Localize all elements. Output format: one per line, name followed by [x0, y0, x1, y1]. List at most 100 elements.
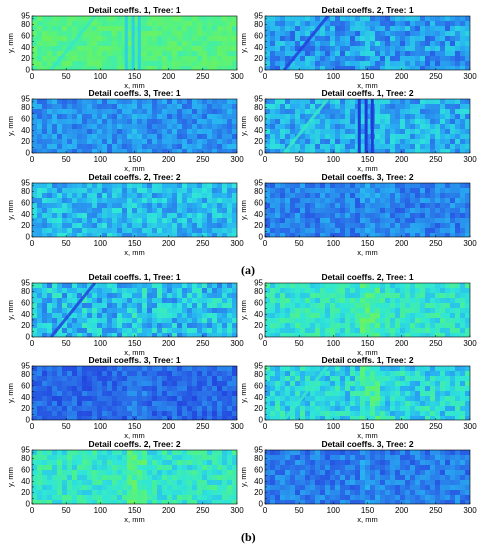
heatmap-cell — [435, 198, 440, 203]
heatmap-cell — [415, 313, 420, 318]
heatmap-cell — [112, 193, 117, 198]
heatmap-cell — [375, 46, 380, 51]
heatmap-cell — [227, 455, 232, 460]
heatmap-cell — [340, 303, 345, 308]
heatmap-cell — [365, 56, 370, 61]
heatmap-cell — [97, 144, 102, 149]
heatmap-cell — [405, 371, 410, 376]
heatmap-cell — [202, 303, 207, 308]
heatmap-cell — [440, 119, 445, 124]
heatmap-cell — [132, 218, 137, 223]
heatmap-cell — [295, 391, 300, 396]
heatmap-cell — [32, 36, 37, 41]
heatmap-cell — [227, 213, 232, 218]
heatmap-cell — [345, 328, 350, 333]
heatmap-cell — [112, 371, 117, 376]
heatmap-cell — [280, 119, 285, 124]
heatmap-cell — [197, 109, 202, 114]
heatmap-cell — [425, 139, 430, 144]
heatmap-cell — [132, 411, 137, 416]
heatmap-cell — [157, 188, 162, 193]
heatmap-cell — [345, 21, 350, 26]
heatmap-cell — [375, 124, 380, 129]
heatmap-cell — [275, 208, 280, 213]
heatmap-cell — [460, 104, 465, 109]
heatmap-cell — [425, 198, 430, 203]
heatmap-cell — [370, 26, 375, 31]
heatmap-cell — [52, 401, 57, 406]
heatmap-cell — [270, 198, 275, 203]
heatmap-cell — [335, 144, 340, 149]
heatmap-cell — [172, 16, 177, 21]
heatmap-cell — [425, 31, 430, 36]
heatmap-cell — [72, 401, 77, 406]
y-tick-label: 20 — [21, 404, 30, 413]
heatmap-cell — [112, 406, 117, 411]
heatmap-cell — [167, 36, 172, 41]
heatmap-cell — [157, 16, 162, 21]
heatmap-cell — [335, 371, 340, 376]
heatmap-cell — [192, 36, 197, 41]
heatmap-cell — [435, 21, 440, 26]
heatmap-cell — [465, 129, 470, 134]
heatmap-cell — [425, 134, 430, 139]
heatmap-cell — [162, 31, 167, 36]
heatmap-cell — [197, 183, 202, 188]
heatmap-cell — [57, 228, 62, 233]
heatmap-cell — [385, 391, 390, 396]
heatmap-cell — [410, 303, 415, 308]
heatmap-cell — [365, 293, 370, 298]
heatmap-cell — [92, 61, 97, 66]
heatmap-cell — [450, 104, 455, 109]
heatmap-cell — [132, 401, 137, 406]
heatmap-image — [265, 183, 470, 238]
heatmap-cell — [142, 46, 147, 51]
heatmap-cell — [92, 56, 97, 61]
heatmap-cell — [450, 386, 455, 391]
heatmap-cell — [290, 124, 295, 129]
heatmap-cell — [227, 36, 232, 41]
heatmap-cell — [410, 328, 415, 333]
heatmap-cell — [42, 139, 47, 144]
heatmap-cell — [340, 124, 345, 129]
heatmap-cell — [162, 308, 167, 313]
heatmap-cell — [167, 46, 172, 51]
heatmap-cell — [310, 198, 315, 203]
heatmap-cell — [222, 41, 227, 46]
heatmap-cell — [222, 381, 227, 386]
heatmap-cell — [460, 283, 465, 288]
heatmap-cell — [202, 318, 207, 323]
heatmap-cell — [365, 308, 370, 313]
heatmap-cell — [117, 56, 122, 61]
heatmap-cell — [217, 56, 222, 61]
heatmap-cell — [315, 213, 320, 218]
heatmap-cell — [465, 61, 470, 66]
heatmap-cell — [280, 381, 285, 386]
heatmap-cell — [290, 323, 295, 328]
heatmap-cell — [375, 298, 380, 303]
heatmap-cell — [305, 396, 310, 401]
heatmap-cell — [370, 31, 375, 36]
heatmap-cell — [320, 396, 325, 401]
heatmap-cell — [127, 391, 132, 396]
heatmap-cell — [450, 26, 455, 31]
heatmap-cell — [147, 411, 152, 416]
heatmap-cell — [77, 41, 82, 46]
heatmap-cell — [310, 323, 315, 328]
heatmap-cell — [385, 31, 390, 36]
heatmap-cell — [117, 308, 122, 313]
heatmap-cell — [435, 223, 440, 228]
heatmap-cell — [42, 391, 47, 396]
heatmap-cell — [450, 213, 455, 218]
heatmap-cell — [167, 391, 172, 396]
heatmap-cell — [295, 218, 300, 223]
heatmap-cell — [335, 114, 340, 119]
heatmap-cell — [227, 198, 232, 203]
heatmap-cell — [420, 36, 425, 41]
heatmap-cell — [47, 124, 52, 129]
heatmap-cell — [207, 313, 212, 318]
heatmap-cell — [300, 381, 305, 386]
heatmap-cell — [410, 406, 415, 411]
heatmap-cell — [217, 144, 222, 149]
heatmap-cell — [172, 119, 177, 124]
